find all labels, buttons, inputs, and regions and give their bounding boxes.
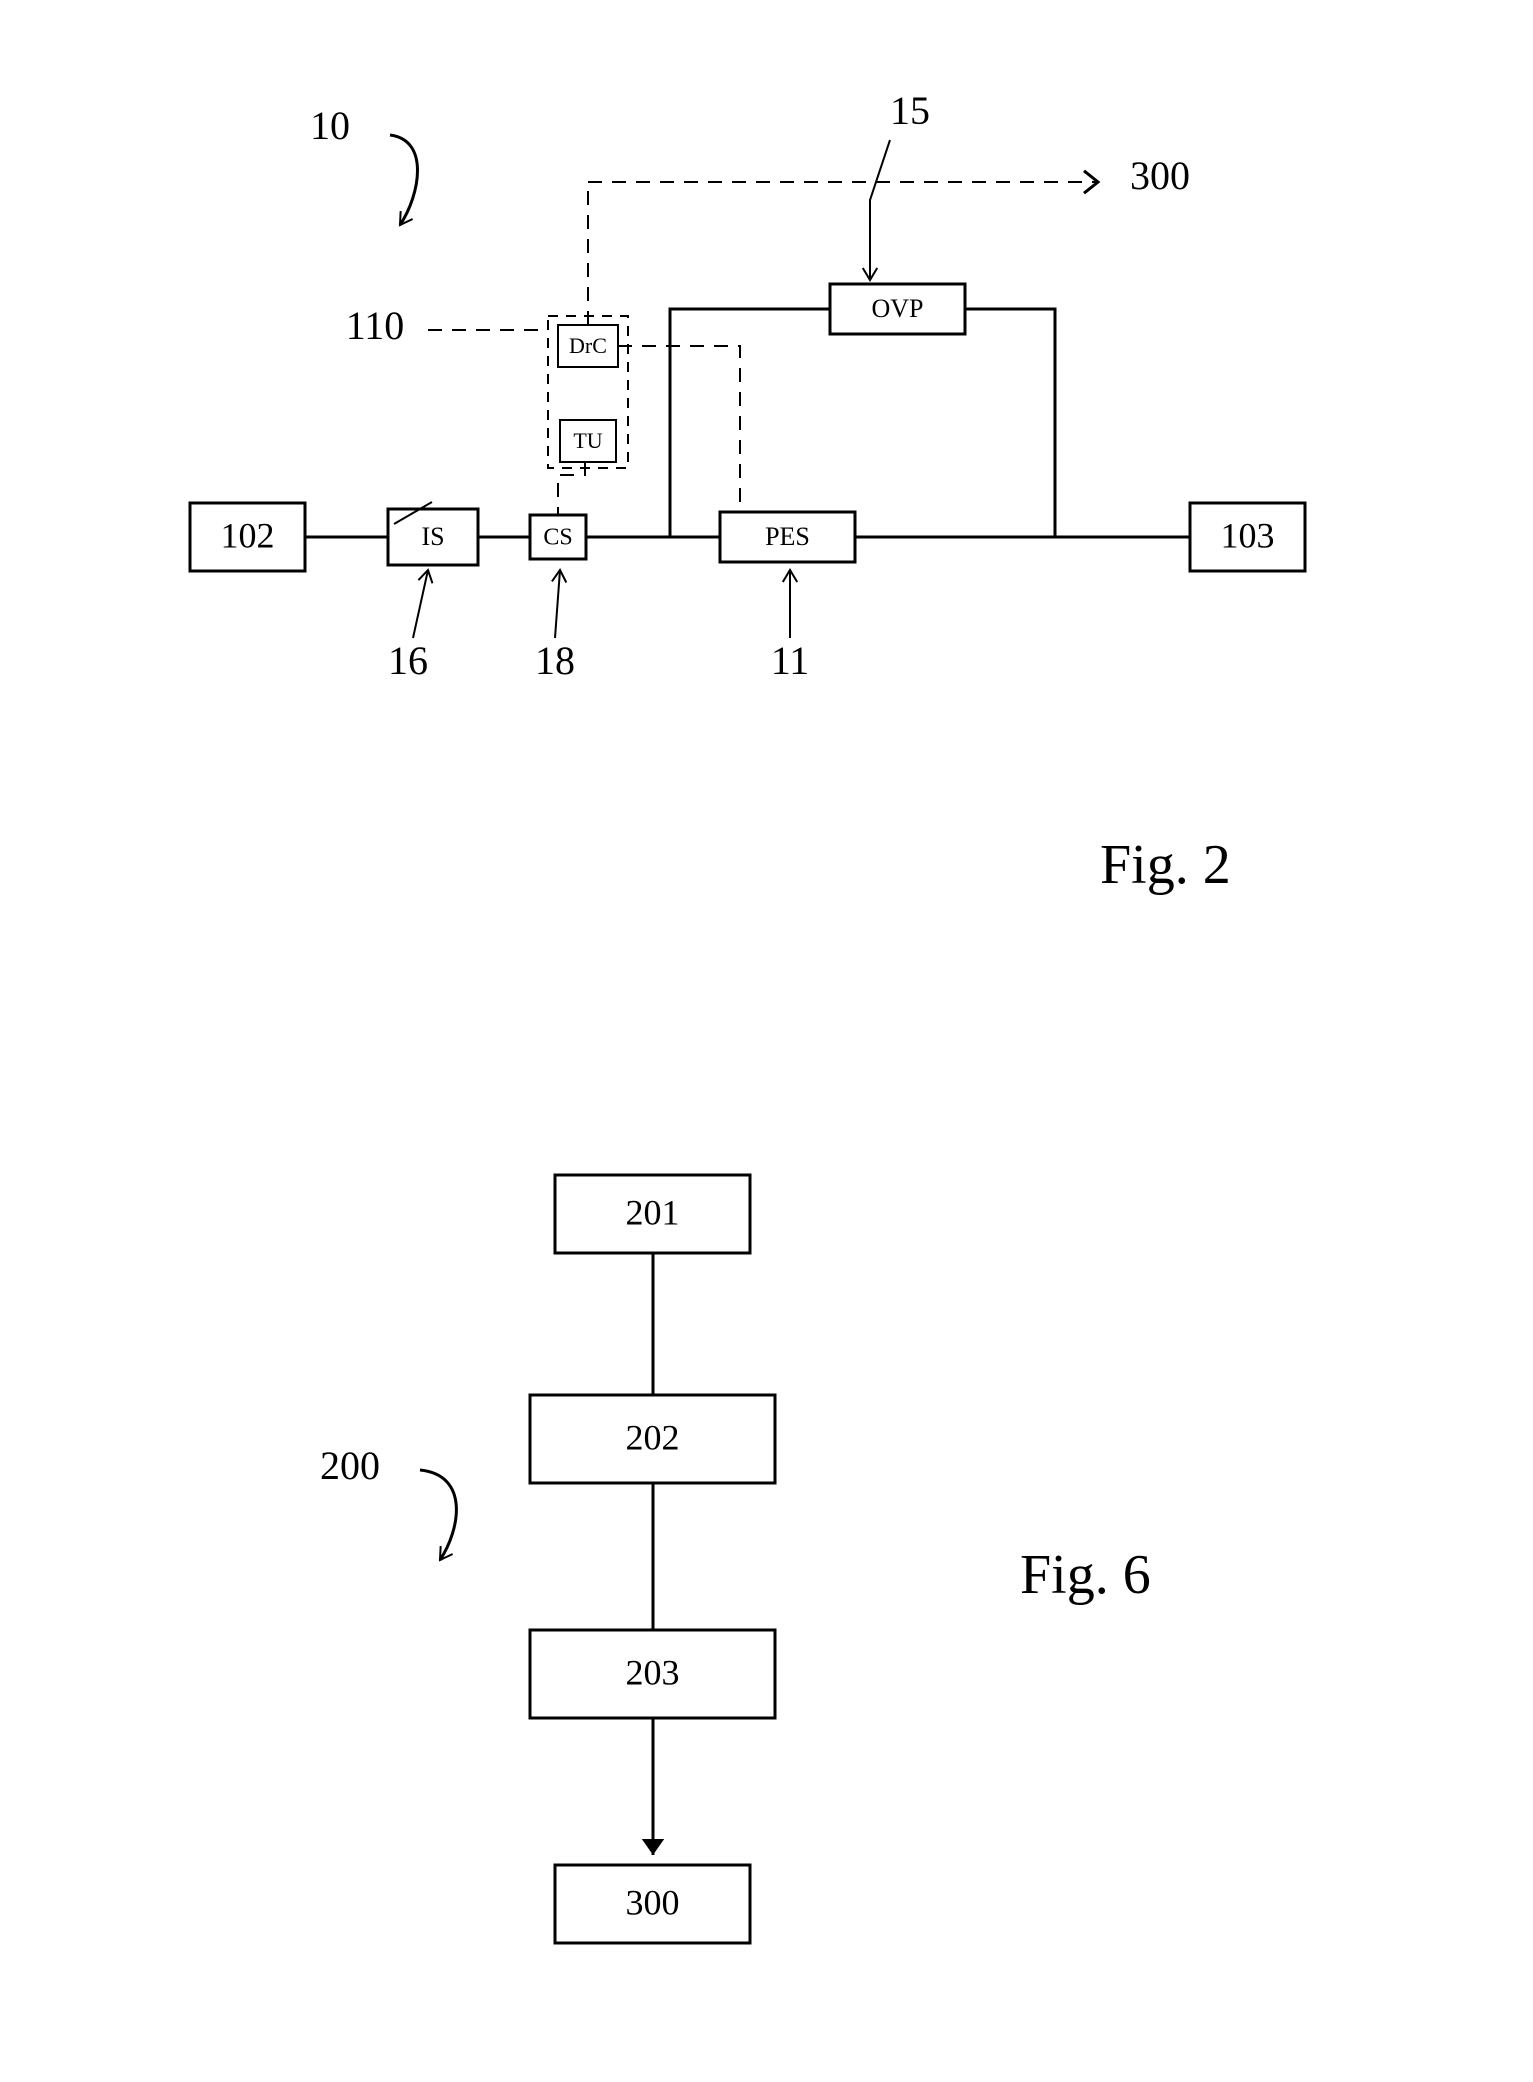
wire-ovp-left xyxy=(670,309,830,537)
block-tu-label: TU xyxy=(573,428,602,453)
block-is-label: IS xyxy=(421,522,444,551)
arrowhead-to-300 xyxy=(1084,171,1098,193)
block-300-label: 300 xyxy=(626,1882,680,1922)
dashed-tu-cs xyxy=(558,462,585,515)
ref-300: 300 xyxy=(1130,153,1190,198)
block-pes-label: PES xyxy=(765,522,810,551)
ref-16: 16 xyxy=(388,638,428,683)
block-cs-label: CS xyxy=(543,525,572,551)
ref-15-arrow xyxy=(870,140,890,280)
ref-10-arrow xyxy=(390,135,418,225)
ref-15: 15 xyxy=(890,88,930,133)
fig2-caption: Fig. 2 xyxy=(1100,834,1231,896)
ref-10: 10 xyxy=(310,103,350,148)
ref-16-arrow xyxy=(413,570,428,638)
ref-200: 200 xyxy=(320,1443,380,1488)
ref-110: 110 xyxy=(346,303,405,348)
block-drc-label: DrC xyxy=(569,333,607,358)
block-ovp-label: OVP xyxy=(871,294,923,323)
block-203-label: 203 xyxy=(626,1652,680,1692)
block-103-label: 103 xyxy=(1221,515,1275,555)
fig6-caption: Fig. 6 xyxy=(1020,1544,1151,1606)
ref-18-arrow xyxy=(555,570,560,638)
arrowhead-203-300 xyxy=(642,1839,664,1855)
block-201-label: 201 xyxy=(626,1192,680,1232)
dashed-drc-pes xyxy=(618,346,740,512)
ref-200-arrow xyxy=(420,1470,456,1560)
block-202-label: 202 xyxy=(626,1417,680,1457)
wire-ovp-right xyxy=(965,309,1055,537)
ref-18: 18 xyxy=(535,638,575,683)
block-102-label: 102 xyxy=(221,515,275,555)
ref-11: 11 xyxy=(771,638,810,683)
